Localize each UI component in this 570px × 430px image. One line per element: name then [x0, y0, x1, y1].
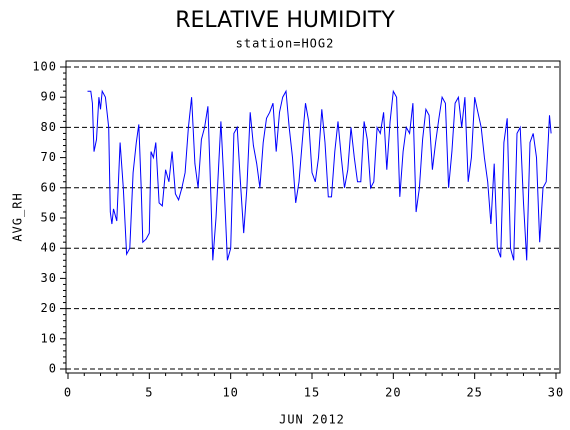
x-tick-label: 0	[64, 386, 72, 400]
x-tick-label: 5	[145, 386, 153, 400]
y-tick-label: 50	[41, 211, 57, 225]
y-tick-label: 90	[41, 90, 57, 104]
chart-subtitle: station=HOG2	[236, 37, 335, 51]
y-tick-label: 100	[32, 60, 57, 74]
x-tick-label: 10	[222, 386, 238, 400]
chart-title: RELATIVE HUMIDITY	[175, 8, 395, 33]
y-tick-label: 20	[41, 301, 57, 315]
y-tick-label: 0	[49, 362, 57, 376]
x-tick-label: 30	[548, 386, 564, 400]
data-line	[87, 89, 552, 261]
y-tick-label: 40	[41, 241, 57, 255]
y-axis-label: AVG_RH	[11, 192, 25, 241]
x-tick-label: 20	[385, 386, 401, 400]
y-tick-label: 80	[41, 120, 57, 134]
y-tick-label: 60	[41, 180, 57, 194]
x-tick-label: 15	[304, 386, 320, 400]
y-tick-label: 10	[41, 331, 57, 345]
y-tick-label: 70	[41, 150, 57, 164]
plot-frame	[65, 60, 561, 374]
x-tick-label: 25	[466, 386, 482, 400]
y-tick-label: 30	[41, 271, 57, 285]
x-axis-label: JUN 2012	[279, 413, 345, 427]
